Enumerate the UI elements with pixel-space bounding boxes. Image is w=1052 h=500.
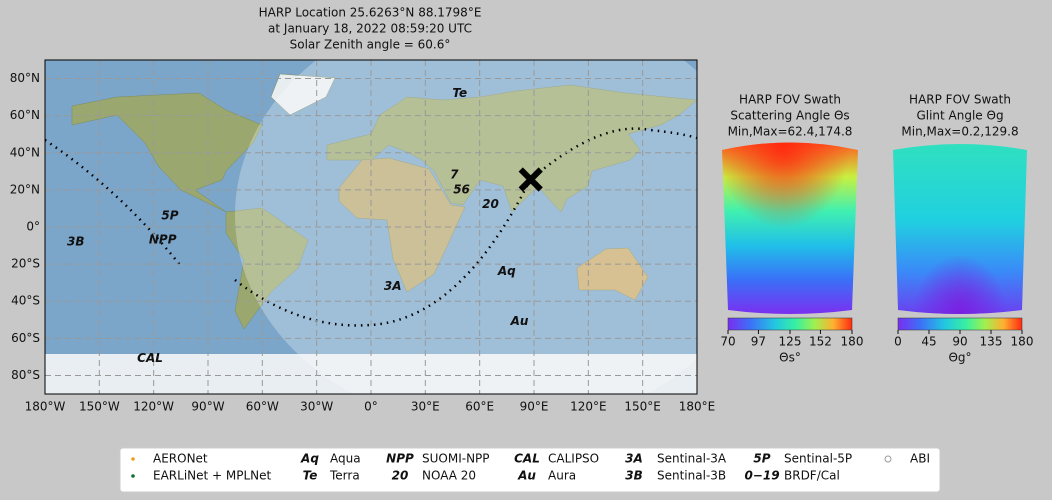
legend-symbol: 0−19: [744, 469, 779, 483]
satellite-label: 3B: [67, 234, 85, 248]
satellite-label: 3A: [384, 279, 402, 293]
legend-label: NOAA 20: [422, 469, 476, 483]
legend-symbol: Te: [303, 469, 318, 483]
legend-symbol: CAL: [514, 452, 540, 466]
satellite-label: Au: [510, 314, 529, 328]
colorbar-tick-label: 90: [952, 335, 967, 349]
legend-label: SUOMI-NPP: [422, 452, 490, 466]
colorbar-tick-label: 135: [980, 335, 1003, 349]
y-tick-label: 20°N: [10, 182, 40, 196]
map-background: [45, 60, 697, 394]
y-tick-label: 20°S: [11, 257, 40, 271]
panel-title: HARP FOV Swath: [739, 93, 841, 107]
x-tick-label: 90°W: [191, 400, 224, 414]
satellite-label: Te: [452, 86, 467, 100]
x-tick-label: 30°W: [300, 400, 333, 414]
panel-title: Glint Angle Θg: [916, 109, 1003, 123]
x-tick-label: 30°E: [411, 400, 440, 414]
colorbar-tick-label: 45: [921, 335, 936, 349]
y-tick-label: 40°N: [10, 145, 40, 159]
panel-title: Min,Max=62.4,174.8: [728, 125, 853, 139]
x-tick-label: 120°W: [133, 400, 174, 414]
legend-label: Sentinal-5P: [784, 452, 852, 466]
colorbar-tick-label: 97: [751, 335, 766, 349]
legend-label: Aura: [548, 469, 576, 483]
legend-label: BRDF/Cal: [784, 469, 840, 483]
legend-symbol: 5P: [753, 452, 770, 466]
y-tick-label: 0°: [26, 220, 40, 234]
satellite-label: 56: [453, 182, 470, 196]
legend-label: Aqua: [330, 452, 361, 466]
legend-marker: [131, 457, 135, 461]
legend-label: Sentinal-3A: [657, 452, 727, 466]
swath-scattering-peak: [722, 142, 858, 314]
colorbar-tick-label: 180: [841, 335, 864, 349]
colorbar-label: Θg°: [948, 351, 971, 365]
harp-marker-stroke: [518, 167, 543, 192]
legend-marker: [131, 474, 135, 478]
title: at January 18, 2022 08:59:20 UTC: [268, 22, 472, 36]
x-tick-label: 60°W: [246, 400, 279, 414]
satellite-label: 20: [482, 197, 499, 211]
y-tick-label: 60°S: [11, 331, 40, 345]
colorbar-label: Θs°: [779, 351, 801, 365]
title: Solar Zenith angle = 60.6°: [290, 38, 451, 52]
x-tick-label: 120°E: [570, 400, 607, 414]
legend-box: [119, 447, 941, 493]
colorbar: [727, 317, 853, 331]
colorbar-tick-label: 180: [1011, 335, 1034, 349]
y-tick-label: 80°S: [11, 368, 40, 382]
legend-symbol: NPP: [386, 452, 414, 466]
panel-title: HARP FOV Swath: [909, 93, 1011, 107]
legend-label: EARLiNet + MPLNet: [153, 469, 272, 483]
y-tick-label: 40°S: [11, 294, 40, 308]
colorbar: [897, 317, 1023, 331]
legend-label: Sentinal-3B: [657, 469, 726, 483]
legend-label: Terra: [329, 469, 360, 483]
x-tick-label: 180°E: [679, 400, 716, 414]
x-tick-label: 90°E: [520, 400, 549, 414]
colorbar-tick-label: 152: [809, 335, 832, 349]
satellite-label: Aq: [497, 264, 516, 278]
panel-title: Min,Max=0.2,129.8: [901, 125, 1018, 139]
satellite-label: 7: [450, 168, 459, 182]
legend-symbol: Aq: [300, 452, 319, 466]
x-tick-label: 60°E: [465, 400, 494, 414]
legend-label: CALIPSO: [548, 452, 599, 466]
y-tick-label: 80°N: [10, 71, 40, 85]
y-tick-label: 60°N: [10, 108, 40, 122]
satellite-label: CAL: [137, 351, 163, 365]
legend-label: AERONet: [153, 452, 208, 466]
panel-title: Scattering Angle Θs: [730, 109, 849, 123]
legend-symbol: Au: [517, 469, 536, 483]
colorbar-tick-label: 125: [779, 335, 802, 349]
title: HARP Location 25.6263°N 88.1798°E: [259, 6, 482, 20]
satellite-label: 5P: [161, 208, 178, 222]
legend-symbol: 3A: [625, 452, 643, 466]
legend-marker: [884, 455, 892, 463]
x-tick-label: 180°W: [25, 400, 66, 414]
x-tick-label: 150°W: [79, 400, 120, 414]
satellite-label: NPP: [149, 232, 177, 246]
legend-label: ABI: [910, 452, 930, 466]
colorbar-tick-label: 0: [894, 335, 902, 349]
x-tick-label: 150°E: [624, 400, 661, 414]
harp-marker: [518, 167, 543, 192]
colorbar-tick-label: 70: [720, 335, 735, 349]
x-tick-label: 0°: [364, 400, 378, 414]
swath-glint-low: [893, 144, 1027, 314]
legend-symbol: 20: [392, 469, 409, 483]
legend-symbol: 3B: [625, 469, 643, 483]
map-frame: [44, 59, 698, 395]
